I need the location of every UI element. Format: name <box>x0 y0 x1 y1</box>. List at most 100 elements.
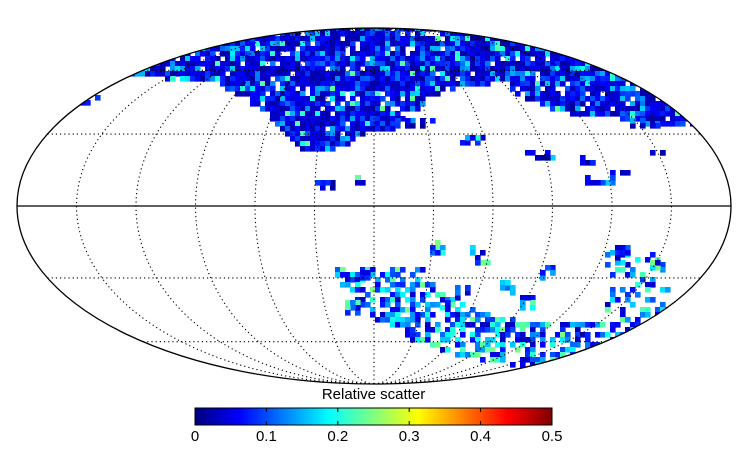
map-pixel <box>190 31 196 37</box>
map-pixel <box>50 41 56 47</box>
map-pixel <box>475 312 481 318</box>
map-pixel <box>495 332 501 338</box>
map-pixel <box>30 81 36 87</box>
map-pixel <box>675 61 681 67</box>
map-pixel <box>175 31 181 37</box>
map-pixel <box>585 31 591 37</box>
map-pixel <box>370 76 376 82</box>
map-pixel <box>40 56 46 62</box>
map-pixel <box>150 71 156 77</box>
map-pixel <box>635 31 641 37</box>
map-pixel <box>715 91 721 97</box>
map-pixel <box>90 66 96 72</box>
map-pixel <box>480 51 486 57</box>
map-pixel <box>340 81 346 87</box>
map-pixel <box>560 101 566 107</box>
map-pixel <box>365 267 371 273</box>
map-pixel <box>590 56 596 62</box>
map-pixel <box>505 280 511 286</box>
map-pixel <box>255 86 261 92</box>
map-pixel <box>155 46 161 52</box>
map-pixel <box>485 71 491 77</box>
map-pixel <box>240 31 246 37</box>
map-pixel <box>445 337 451 343</box>
map-pixel <box>600 96 606 102</box>
map-pixel <box>385 287 391 293</box>
map-pixel <box>620 170 626 176</box>
map-pixel <box>615 250 621 256</box>
map-pixel <box>655 91 661 97</box>
map-pixel <box>345 300 351 306</box>
map-pixel <box>580 362 586 368</box>
map-pixel <box>385 28 391 32</box>
map-pixel <box>425 61 431 67</box>
map-pixel <box>260 71 266 77</box>
map-pixel <box>480 66 486 72</box>
map-pixel <box>650 337 656 343</box>
map-pixel <box>330 66 336 72</box>
map-pixel <box>530 86 536 92</box>
map-pixel <box>160 56 166 62</box>
map-pixel <box>530 36 536 42</box>
map-pixel <box>320 61 326 67</box>
map-pixel <box>625 41 631 47</box>
map-pixel <box>270 66 276 72</box>
map-pixel <box>130 41 136 47</box>
map-pixel <box>180 28 186 32</box>
map-pixel <box>675 81 681 87</box>
map-pixel <box>710 51 716 57</box>
map-pixel <box>430 66 436 72</box>
map-pixel <box>665 106 671 112</box>
map-pixel <box>360 270 366 276</box>
map-pixel <box>200 76 206 82</box>
map-pixel <box>625 245 631 251</box>
map-pixel <box>475 61 481 67</box>
map-pixel <box>585 111 591 117</box>
map-pixel <box>560 337 566 343</box>
map-pixel <box>370 56 376 62</box>
map-pixel <box>430 245 436 251</box>
map-pixel <box>65 81 71 87</box>
map-pixel <box>390 66 396 72</box>
map-pixel <box>170 28 176 32</box>
map-pixel <box>270 101 276 107</box>
map-pixel <box>80 95 86 101</box>
map-pixel <box>455 36 461 42</box>
map-pixel <box>250 71 256 77</box>
map-pixel <box>610 111 616 117</box>
map-pixel <box>305 126 311 132</box>
map-pixel <box>295 91 301 97</box>
map-pixel <box>195 56 201 62</box>
map-pixel <box>430 36 436 42</box>
map-pixel <box>545 91 551 97</box>
map-pixel <box>550 76 556 82</box>
map-pixel <box>115 66 121 72</box>
map-pixel <box>285 121 291 127</box>
map-pixel <box>520 76 526 82</box>
map-pixel <box>200 28 206 32</box>
map-pixel <box>210 71 216 77</box>
map-pixel <box>250 46 256 52</box>
map-pixel <box>355 131 361 137</box>
map-pixel <box>435 46 441 52</box>
map-pixel <box>220 66 226 72</box>
map-pixel <box>40 31 46 37</box>
map-pixel <box>65 76 71 82</box>
map-pixel <box>620 260 626 266</box>
map-pixel <box>280 111 286 117</box>
map-pixel <box>455 61 461 67</box>
map-pixel <box>450 51 456 57</box>
map-pixel <box>470 322 476 328</box>
map-pixel <box>380 287 386 293</box>
map-pixel <box>485 66 491 72</box>
map-pixel <box>665 121 671 127</box>
map-pixel <box>390 81 396 87</box>
map-pixel <box>580 41 586 47</box>
map-pixel <box>215 61 221 67</box>
map-pixel <box>305 141 311 147</box>
map-pixel <box>665 86 671 92</box>
map-pixel <box>340 66 346 72</box>
map-pixel <box>595 76 601 82</box>
map-pixel <box>575 41 581 47</box>
map-pixel <box>285 36 291 42</box>
